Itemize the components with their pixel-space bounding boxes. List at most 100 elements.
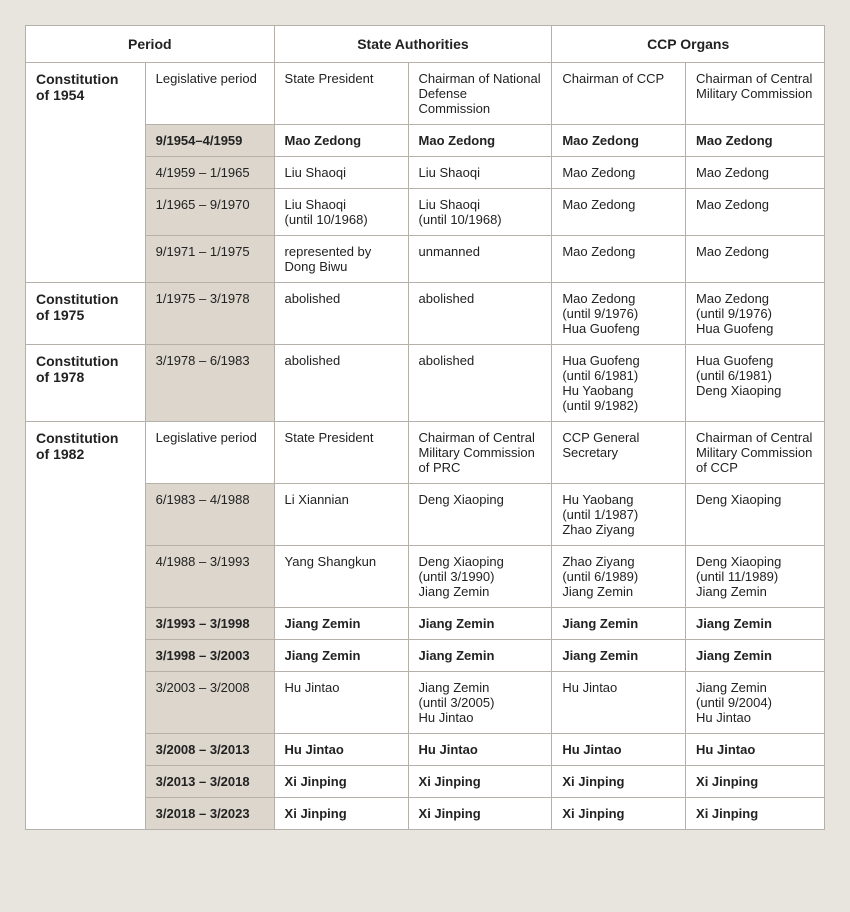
- table-cell: Xi Jinping: [408, 766, 552, 798]
- table-cell: Hu Jintao: [274, 734, 408, 766]
- table-cell: unmanned: [408, 236, 552, 283]
- table-cell: Xi Jinping: [686, 766, 825, 798]
- table-cell: abolished: [274, 345, 408, 422]
- table-cell: Jiang Zemin: [552, 608, 686, 640]
- table-row: 3/2013 – 3/2018Xi JinpingXi JinpingXi Ji…: [26, 766, 825, 798]
- table-cell: 3/2008 – 3/2013: [145, 734, 274, 766]
- table-cell: Chairman of Central Military Commission …: [408, 422, 552, 484]
- leadership-table: Period State Authorities CCP Organs Cons…: [25, 25, 825, 830]
- header-state-authorities: State Authorities: [274, 26, 552, 63]
- table-cell: Hu Jintao: [552, 672, 686, 734]
- table-cell: Jiang Zemin: [686, 608, 825, 640]
- table-cell: Mao Zedong: [686, 157, 825, 189]
- table-cell: 6/1983 – 4/1988: [145, 484, 274, 546]
- table-cell: 3/2013 – 3/2018: [145, 766, 274, 798]
- table-row: Constitution of 19751/1975 – 3/1978aboli…: [26, 283, 825, 345]
- table-cell: 4/1988 – 3/1993: [145, 546, 274, 608]
- table-cell: Liu Shaoqi: [408, 157, 552, 189]
- table-cell: represented by Dong Biwu: [274, 236, 408, 283]
- constitution-label: Constitution of 1954: [26, 63, 146, 283]
- header-ccp-organs: CCP Organs: [552, 26, 825, 63]
- table-cell: Mao Zedong: [686, 125, 825, 157]
- table-cell: Hu Jintao: [552, 734, 686, 766]
- table-cell: Jiang Zemin: [408, 608, 552, 640]
- table-cell: abolished: [408, 345, 552, 422]
- table-cell: Chairman of Central Military Commission …: [686, 422, 825, 484]
- table-cell: 3/1978 – 6/1983: [145, 345, 274, 422]
- table-cell: Mao Zedong: [686, 236, 825, 283]
- table-row: Constitution of 1982Legislative periodSt…: [26, 422, 825, 484]
- table-cell: Hua Guofeng(until 6/1981)Deng Xiaoping: [686, 345, 825, 422]
- table-cell: CCP General Secretary: [552, 422, 686, 484]
- table-cell: Jiang Zemin: [274, 608, 408, 640]
- table-cell: abolished: [274, 283, 408, 345]
- table-cell: Hu Jintao: [408, 734, 552, 766]
- table-row: Constitution of 19783/1978 – 6/1983aboli…: [26, 345, 825, 422]
- table-cell: 1/1965 – 9/1970: [145, 189, 274, 236]
- table-cell: Jiang Zemin: [274, 640, 408, 672]
- table-cell: abolished: [408, 283, 552, 345]
- constitution-label: Constitution of 1975: [26, 283, 146, 345]
- table-row: 1/1965 – 9/1970Liu Shaoqi(until 10/1968)…: [26, 189, 825, 236]
- table-cell: 3/2003 – 3/2008: [145, 672, 274, 734]
- table-cell: Deng Xiaoping(until 11/1989)Jiang Zemin: [686, 546, 825, 608]
- table-row: 4/1959 – 1/1965Liu ShaoqiLiu ShaoqiMao Z…: [26, 157, 825, 189]
- table-cell: Deng Xiaoping(until 3/1990)Jiang Zemin: [408, 546, 552, 608]
- table-cell: 1/1975 – 3/1978: [145, 283, 274, 345]
- table-cell: Jiang Zemin: [552, 640, 686, 672]
- table-cell: Mao Zedong: [552, 125, 686, 157]
- table-cell: Mao Zedong: [408, 125, 552, 157]
- table-row: 6/1983 – 4/1988Li XiannianDeng XiaopingH…: [26, 484, 825, 546]
- table-cell: Mao Zedong: [274, 125, 408, 157]
- table-cell: Xi Jinping: [408, 798, 552, 830]
- table-cell: Mao Zedong(until 9/1976)Hua Guofeng: [552, 283, 686, 345]
- table-row: 9/1971 – 1/1975represented by Dong Biwuu…: [26, 236, 825, 283]
- table-cell: Jiang Zemin(until 3/2005)Hu Jintao: [408, 672, 552, 734]
- table-row: 9/1954–4/1959Mao ZedongMao ZedongMao Zed…: [26, 125, 825, 157]
- table-cell: Deng Xiaoping: [686, 484, 825, 546]
- table-cell: Hu Yaobang(until 1/1987)Zhao Ziyang: [552, 484, 686, 546]
- table-cell: Legislative period: [145, 63, 274, 125]
- table-cell: 9/1954–4/1959: [145, 125, 274, 157]
- table-cell: Deng Xiaoping: [408, 484, 552, 546]
- table-cell: 9/1971 – 1/1975: [145, 236, 274, 283]
- table-cell: Liu Shaoqi(until 10/1968): [274, 189, 408, 236]
- table-row: Constitution of 1954Legislative periodSt…: [26, 63, 825, 125]
- table-cell: Xi Jinping: [552, 798, 686, 830]
- table-cell: State President: [274, 63, 408, 125]
- header-period: Period: [26, 26, 275, 63]
- table-cell: Xi Jinping: [686, 798, 825, 830]
- table-cell: Jiang Zemin: [408, 640, 552, 672]
- table-cell: Zhao Ziyang(until 6/1989)Jiang Zemin: [552, 546, 686, 608]
- table-cell: Mao Zedong: [686, 189, 825, 236]
- table-row: 4/1988 – 3/1993Yang ShangkunDeng Xiaopin…: [26, 546, 825, 608]
- table-cell: Xi Jinping: [552, 766, 686, 798]
- table-cell: Chairman of National Defense Commission: [408, 63, 552, 125]
- table-row: 3/2018 – 3/2023Xi JinpingXi JinpingXi Ji…: [26, 798, 825, 830]
- table-cell: Hua Guofeng(until 6/1981)Hu Yaobang(unti…: [552, 345, 686, 422]
- table-cell: Mao Zedong: [552, 236, 686, 283]
- table-cell: Chairman of Central Military Commission: [686, 63, 825, 125]
- table-cell: 3/1998 – 3/2003: [145, 640, 274, 672]
- table-cell: Liu Shaoqi(until 10/1968): [408, 189, 552, 236]
- table-cell: 3/2018 – 3/2023: [145, 798, 274, 830]
- table-row: 3/1993 – 3/1998Jiang ZeminJiang ZeminJia…: [26, 608, 825, 640]
- table-row: 3/2008 – 3/2013Hu JintaoHu JintaoHu Jint…: [26, 734, 825, 766]
- table-cell: Liu Shaoqi: [274, 157, 408, 189]
- table-cell: Hu Jintao: [686, 734, 825, 766]
- table-row: 3/1998 – 3/2003Jiang ZeminJiang ZeminJia…: [26, 640, 825, 672]
- constitution-label: Constitution of 1982: [26, 422, 146, 830]
- constitution-label: Constitution of 1978: [26, 345, 146, 422]
- table-row: 3/2003 – 3/2008Hu JintaoJiang Zemin(unti…: [26, 672, 825, 734]
- table-cell: Jiang Zemin(until 9/2004)Hu Jintao: [686, 672, 825, 734]
- table-cell: 4/1959 – 1/1965: [145, 157, 274, 189]
- table-cell: 3/1993 – 3/1998: [145, 608, 274, 640]
- table-cell: Xi Jinping: [274, 798, 408, 830]
- table-cell: Chairman of CCP: [552, 63, 686, 125]
- table-cell: Li Xiannian: [274, 484, 408, 546]
- table-cell: Mao Zedong(until 9/1976)Hua Guofeng: [686, 283, 825, 345]
- table-cell: Mao Zedong: [552, 189, 686, 236]
- table-cell: Jiang Zemin: [686, 640, 825, 672]
- table-cell: Hu Jintao: [274, 672, 408, 734]
- header-row: Period State Authorities CCP Organs: [26, 26, 825, 63]
